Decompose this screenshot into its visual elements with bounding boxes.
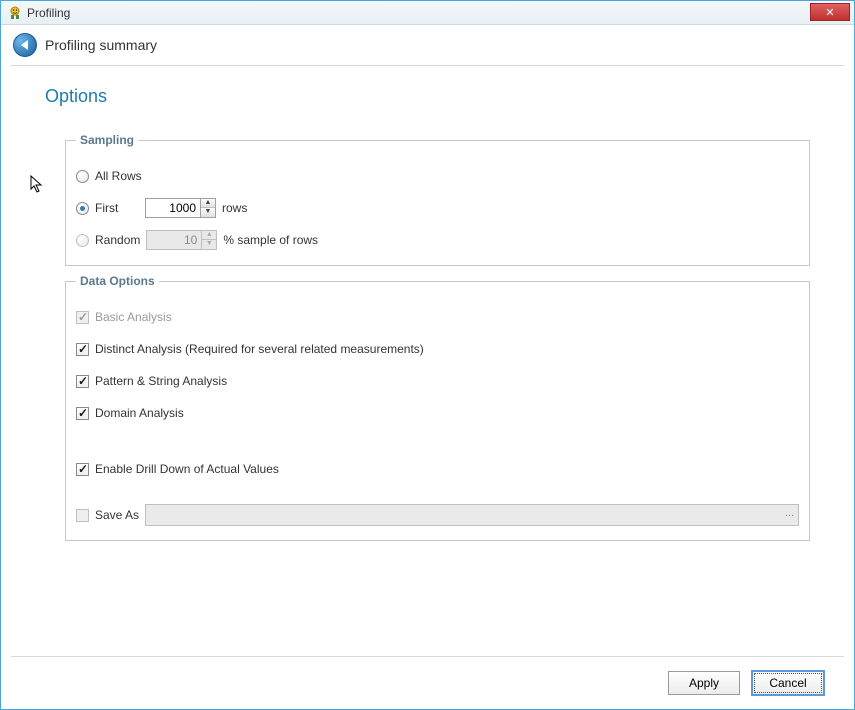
dialog-footer: Apply Cancel [11, 656, 844, 709]
domain-analysis-row: Domain Analysis [76, 402, 799, 424]
radio-random[interactable] [76, 234, 89, 247]
distinct-analysis-label: Distinct Analysis (Required for several … [95, 342, 424, 356]
basic-analysis-label: Basic Analysis [95, 310, 172, 324]
first-spin-down[interactable]: ▼ [201, 208, 215, 217]
title-bar: Profiling ✕ [1, 1, 854, 25]
first-spinner-buttons: ▲ ▼ [201, 198, 216, 218]
saveas-label: Save As [95, 508, 139, 522]
checkbox-drilldown[interactable] [76, 463, 89, 476]
window-title: Profiling [27, 6, 70, 20]
app-icon [7, 5, 23, 21]
sub-header: Profiling summary [1, 25, 854, 65]
close-button[interactable]: ✕ [810, 3, 850, 21]
domain-analysis-label: Domain Analysis [95, 406, 184, 420]
checkbox-domain-analysis[interactable] [76, 407, 89, 420]
checkbox-pattern-analysis[interactable] [76, 375, 89, 388]
back-button[interactable] [13, 33, 37, 57]
random-suffix-label: % sample of rows [223, 233, 318, 247]
basic-analysis-row: Basic Analysis [76, 306, 799, 328]
checkbox-saveas[interactable] [76, 509, 89, 522]
data-options-fieldset: Data Options Basic Analysis Distinct Ana… [65, 274, 810, 541]
first-spinner: ▲ ▼ [145, 198, 216, 218]
saveas-browse-button[interactable]: ... [785, 507, 794, 519]
saveas-row: Save As ... [76, 504, 799, 526]
pattern-analysis-label: Pattern & String Analysis [95, 374, 227, 388]
data-options-legend: Data Options [76, 274, 159, 288]
distinct-analysis-row: Distinct Analysis (Required for several … [76, 338, 799, 360]
first-value-input[interactable] [145, 198, 201, 218]
content-area: Options Sampling All Rows First ▲ ▼ rows [1, 66, 854, 656]
subheader-title: Profiling summary [45, 37, 157, 53]
random-spinner: ▲ ▼ [146, 230, 217, 250]
random-value-input [146, 230, 202, 250]
gap2 [76, 490, 799, 504]
options-heading: Options [45, 86, 840, 107]
arrow-left-icon [21, 40, 28, 50]
checkbox-basic-analysis [76, 311, 89, 324]
sampling-legend: Sampling [76, 133, 138, 147]
sampling-fieldset: Sampling All Rows First ▲ ▼ rows [65, 133, 810, 266]
all-rows-label: All Rows [95, 169, 142, 183]
drilldown-row: Enable Drill Down of Actual Values [76, 458, 799, 480]
sampling-first-row: First ▲ ▼ rows [76, 197, 799, 219]
drilldown-label: Enable Drill Down of Actual Values [95, 462, 279, 476]
sampling-allrows-row: All Rows [76, 165, 799, 187]
saveas-path-field: ... [145, 504, 799, 526]
radio-first[interactable] [76, 202, 89, 215]
apply-button[interactable]: Apply [668, 671, 740, 695]
random-spinner-buttons: ▲ ▼ [202, 230, 217, 250]
random-label: Random [95, 233, 140, 247]
random-spin-down: ▼ [202, 240, 216, 249]
random-spin-up: ▲ [202, 231, 216, 240]
cursor-icon [29, 174, 45, 194]
first-suffix-label: rows [222, 201, 247, 215]
close-icon: ✕ [825, 6, 834, 19]
sampling-random-row: Random ▲ ▼ % sample of rows [76, 229, 799, 251]
first-spin-up[interactable]: ▲ [201, 199, 215, 208]
checkbox-distinct-analysis[interactable] [76, 343, 89, 356]
pattern-analysis-row: Pattern & String Analysis [76, 370, 799, 392]
cancel-button[interactable]: Cancel [752, 671, 824, 695]
radio-all-rows[interactable] [76, 170, 89, 183]
gap [76, 434, 799, 458]
first-label: First [95, 201, 139, 215]
profiling-window: Profiling ✕ Profiling summary Options Sa… [0, 0, 855, 710]
